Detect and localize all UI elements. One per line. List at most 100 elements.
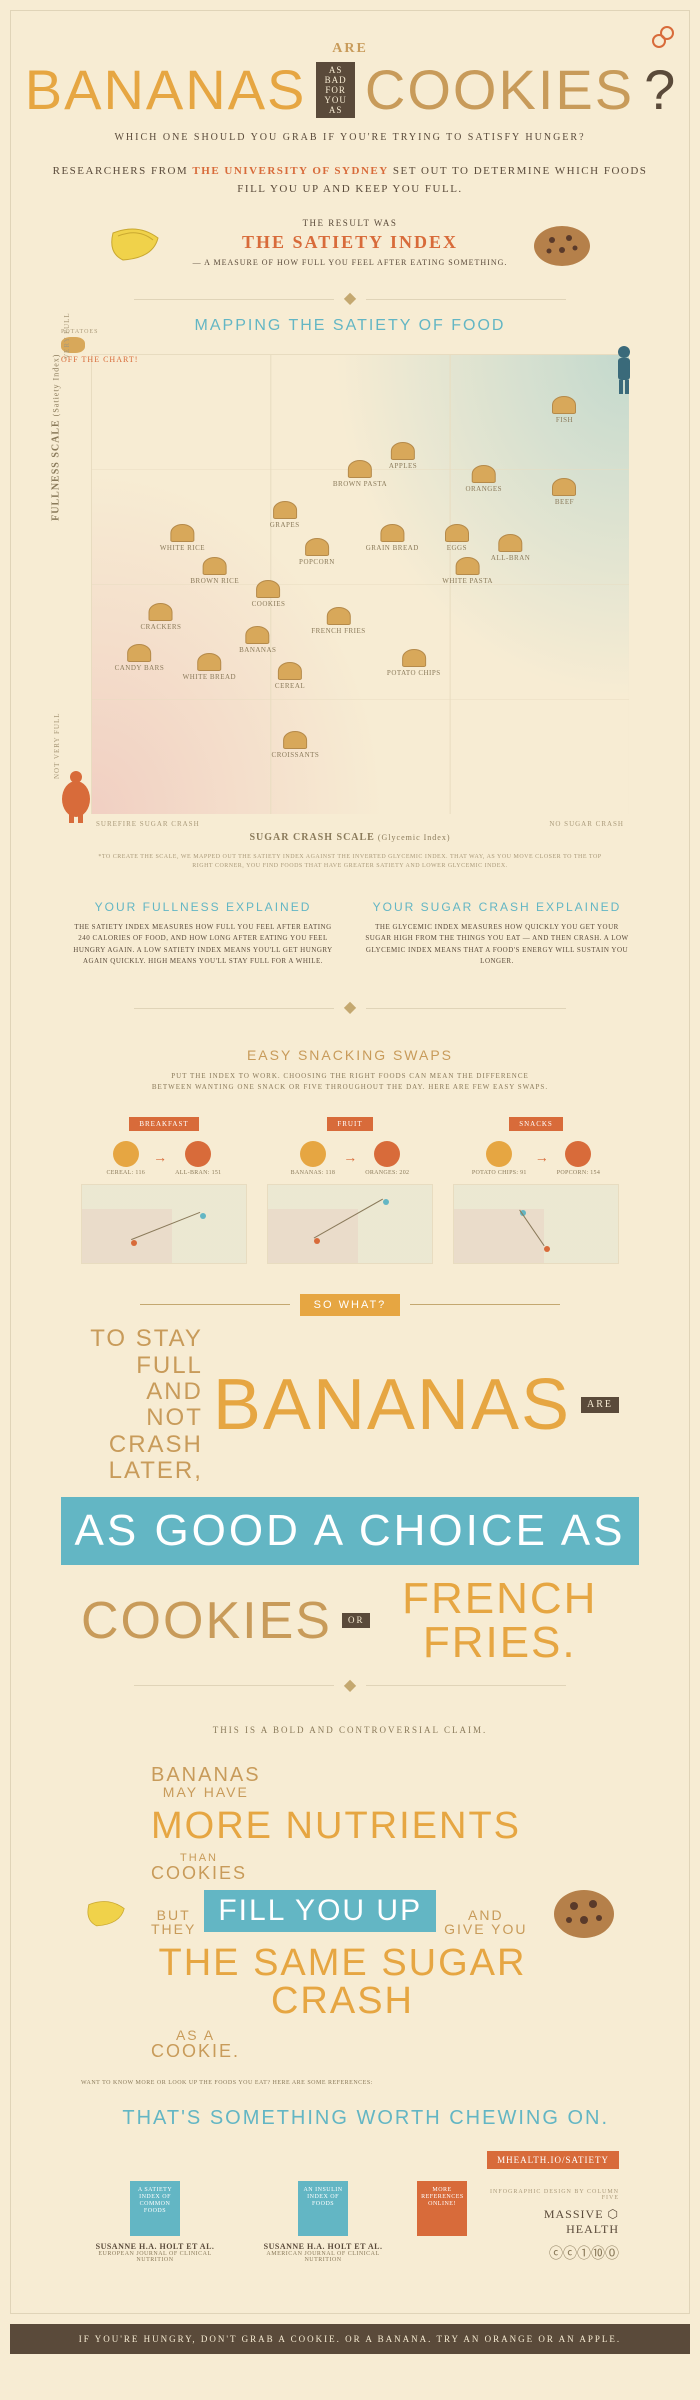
- label-very-full: VERY FULL: [63, 313, 71, 360]
- researchers-highlight: THE UNIVERSITY OF SYDNEY: [192, 165, 388, 177]
- chart-grid: [91, 354, 629, 814]
- swap-tag: SNACKS: [509, 1117, 563, 1131]
- n-mayhave: MAY HAVE: [151, 1785, 261, 1799]
- heavy-person-icon: [56, 769, 96, 824]
- swap-from: CEREAL: 116: [107, 1141, 146, 1176]
- food-point: CRACKERS: [140, 603, 181, 631]
- infographic-page: ARE BANANAS AS BAD FOR YOU AS COOKIES ? …: [0, 10, 700, 2354]
- c-cookies: COOKIES: [81, 1595, 332, 1647]
- chart-title: MAPPING THE SATIETY OF FOOD: [51, 318, 649, 334]
- food-point: FRENCH FRIES: [311, 607, 365, 635]
- y-axis-sub: (Satiety Index): [52, 353, 61, 416]
- n-fillyouup: FILL YOU UP: [204, 1890, 436, 1932]
- label-not-full: NOT VERY FULL: [53, 713, 61, 780]
- chart-footnote: *TO CREATE THE SCALE, WE MAPPED OUT THE …: [91, 853, 609, 870]
- swap-column: BREAKFASTCEREAL: 116→ALL-BRAN: 151: [81, 1113, 247, 1264]
- food-point: CEREAL: [275, 662, 305, 690]
- n-they: THEY: [151, 1922, 196, 1936]
- n-cookies: COOKIES: [151, 1864, 247, 1882]
- book-icon: AN INSULIN INDEX OF FOODS: [298, 2181, 348, 2236]
- worth-chewing: THAT'S SOMETHING WORTH CHEWING ON.: [91, 2106, 609, 2130]
- footer-banner: IF YOU'RE HUNGRY, DON'T GRAB A COOKIE. O…: [10, 2324, 690, 2354]
- ornament-divider: ◆: [51, 288, 649, 308]
- reference-item: AN INSULIN INDEX OF FOODS SUSANNE H.A. HO…: [249, 2181, 397, 2263]
- conclusion-block: TO STAY FULL AND NOT CRASH LATER, BANANA…: [81, 1326, 619, 1664]
- food-point: BROWN RICE: [190, 557, 239, 585]
- ref-source: AMERICAN JOURNAL OF CLINICAL NUTRITION: [249, 2251, 397, 2263]
- food-point: GRAIN BREAD: [366, 524, 419, 552]
- c-are: ARE: [581, 1397, 619, 1413]
- ref-author: SUSANNE H.A. HOLT ET AL.: [249, 2242, 397, 2251]
- food-point: WHITE RICE: [160, 524, 205, 552]
- arrow-icon: →: [535, 1151, 549, 1167]
- banana-icon: [103, 218, 173, 268]
- researchers-p1: RESEARCHERS FROM: [53, 165, 193, 177]
- title-question-mark: ?: [644, 57, 675, 122]
- mhealth-link[interactable]: MHEALTH.IO/SATIETY: [487, 2151, 619, 2169]
- n-more: MORE NUTRIENTS: [151, 1807, 521, 1845]
- ornament-divider-3: ◆: [51, 1675, 649, 1695]
- food-point: GRAPES: [270, 501, 300, 529]
- references-row: A SATIETY INDEX OF COMMON FOODSSUSANNE H…: [81, 2150, 619, 2263]
- brand-name: MASSIVE ⬡ HEALTH: [487, 2207, 619, 2237]
- satiety-r1: THE RESULT WAS: [193, 218, 508, 228]
- off-chart-potatoes: POTATOES OFF THE CHART!: [61, 329, 138, 364]
- n-than: THAN: [151, 1853, 247, 1864]
- food-point: POTATO CHIPS: [387, 649, 441, 677]
- swap-from: POTATO CHIPS: 91: [472, 1141, 527, 1176]
- swap-mini-chart: [267, 1184, 433, 1264]
- ornament-divider-2: ◆: [51, 997, 649, 1017]
- label-sugar-crash: SUREFIRE SUGAR CRASH: [96, 820, 200, 828]
- ref-source: EUROPEAN JOURNAL OF CLINICAL NUTRITION: [81, 2251, 229, 2263]
- satiety-intro: THE RESULT WAS THE SATIETY INDEX — A MEA…: [51, 218, 649, 268]
- x-axis-strong: SUGAR CRASH SCALE: [250, 832, 375, 843]
- banana-icon-2: [81, 1890, 136, 1935]
- food-point: CROISSANTS: [272, 731, 320, 759]
- food-point: ORANGES: [465, 465, 502, 493]
- food-point: BEEF: [552, 478, 576, 506]
- so-what-badge: SO WHAT?: [300, 1294, 401, 1316]
- food-point: EGGS: [445, 524, 469, 552]
- so-what-banner: SO WHAT?: [51, 1294, 649, 1316]
- food-point: POPCORN: [299, 538, 335, 566]
- c-stayfull: TO STAY FULL AND NOT CRASH LATER,: [81, 1326, 203, 1484]
- food-point: FISH: [552, 396, 576, 424]
- swap-column: SNACKS POTATO CHIPS: 91 → POPCORN: 154: [453, 1113, 619, 1264]
- arrow-icon: →: [153, 1151, 167, 1167]
- cookie-icon-2: [549, 1882, 619, 1942]
- bold-claim: THIS IS A BOLD AND CONTROVERSIAL CLAIM.: [51, 1725, 649, 1735]
- title-are: ARE: [51, 41, 649, 57]
- title-bananas: BANANAS: [25, 62, 307, 118]
- y-axis-strong: FULLNESS SCALE: [51, 419, 62, 521]
- title-block: ARE BANANAS AS BAD FOR YOU AS COOKIES ?: [51, 41, 649, 122]
- y-axis-label: FULLNESS SCALE (Satiety Index): [51, 353, 62, 520]
- off-chart-label: OFF THE CHART!: [61, 355, 138, 364]
- x-axis-label: SUGAR CRASH SCALE (Glycemic Index): [51, 832, 649, 843]
- c-banner: AS GOOD A CHOICE AS: [61, 1497, 639, 1565]
- swap-to: POPCORN: 154: [557, 1141, 600, 1176]
- n-but: BUT: [151, 1908, 196, 1922]
- n-asa: AS A: [151, 2028, 240, 2042]
- swap-to: ORANGES: 202: [365, 1141, 409, 1176]
- cookie-icon: [527, 218, 597, 268]
- crash-body: THE GLYCEMIC INDEX MEASURES HOW QUICKLY …: [365, 922, 629, 967]
- n-cookie: COOKIE.: [151, 2042, 240, 2060]
- c-fries: FRENCH FRIES.: [380, 1577, 619, 1665]
- design-credit: INFOGRAPHIC DESIGN BY COLUMN FIVE: [487, 2189, 619, 2201]
- title-badge: AS BAD FOR YOU AS: [316, 62, 355, 118]
- swap-from: BANANAS: 118: [291, 1141, 336, 1176]
- want-more-text: WANT TO KNOW MORE OR LOOK UP THE FOODS Y…: [81, 2080, 619, 2086]
- book-icon: MORE REFERENCES ONLINE!: [417, 2181, 467, 2236]
- swap-tag: FRUIT: [327, 1117, 372, 1131]
- label-no-crash: NO SUGAR CRASH: [549, 820, 624, 828]
- swaps-sub: PUT THE INDEX TO WORK. CHOOSING THE RIGH…: [151, 1071, 549, 1093]
- reference-item: A SATIETY INDEX OF COMMON FOODSSUSANNE H…: [81, 2181, 229, 2263]
- swap-mini-chart: [453, 1184, 619, 1264]
- reference-item: MORE REFERENCES ONLINE!: [417, 2181, 467, 2263]
- swaps-row: BREAKFASTCEREAL: 116→ALL-BRAN: 151FRUITB…: [81, 1113, 619, 1264]
- food-point: APPLES: [389, 442, 417, 470]
- swap-tag: BREAKFAST: [129, 1117, 198, 1131]
- food-point: BROWN PASTA: [333, 460, 387, 488]
- fullness-title: YOUR FULLNESS EXPLAINED: [71, 900, 335, 914]
- food-point: ALL-BRAN: [491, 534, 530, 562]
